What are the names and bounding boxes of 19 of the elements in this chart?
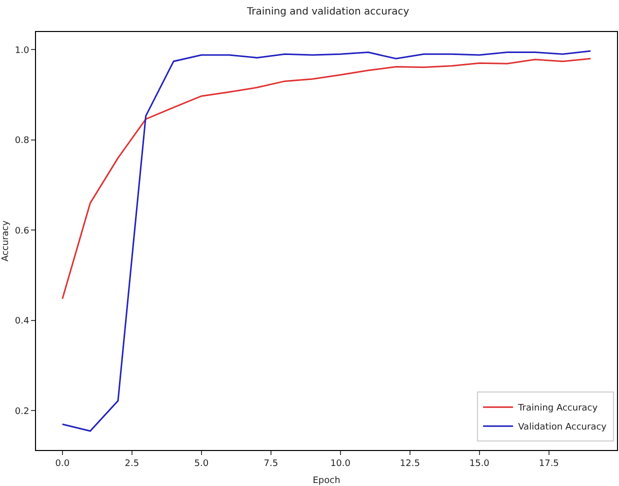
y-axis-title: Accuracy <box>1 220 11 262</box>
x-tick-label: 7.5 <box>264 458 278 469</box>
x-tick-label: 15.0 <box>469 458 490 469</box>
y-tick-label: 0.6 <box>14 226 30 236</box>
y-tick-label: 0.8 <box>14 136 30 146</box>
x-tick-label: 12.5 <box>400 458 420 469</box>
y-tick-label: 1.0 <box>14 46 30 56</box>
y-tick-label: 0.2 <box>14 406 30 417</box>
x-axis-title: Epoch <box>312 476 340 486</box>
y-tick-label: 0.4 <box>14 316 30 327</box>
x-tick-label: 5.0 <box>194 458 209 469</box>
legend-label: Validation Accuracy <box>518 422 608 433</box>
x-tick-label: 10.0 <box>330 458 351 469</box>
line-series <box>62 58 592 300</box>
x-tick-label: 0.0 <box>55 458 70 469</box>
legend-label: Training Accuracy <box>517 404 598 414</box>
x-tick-label: 2.5 <box>124 458 140 469</box>
chart-title: Training and validation accuracy <box>246 6 410 18</box>
x-tick-label: 17.5 <box>538 458 559 469</box>
